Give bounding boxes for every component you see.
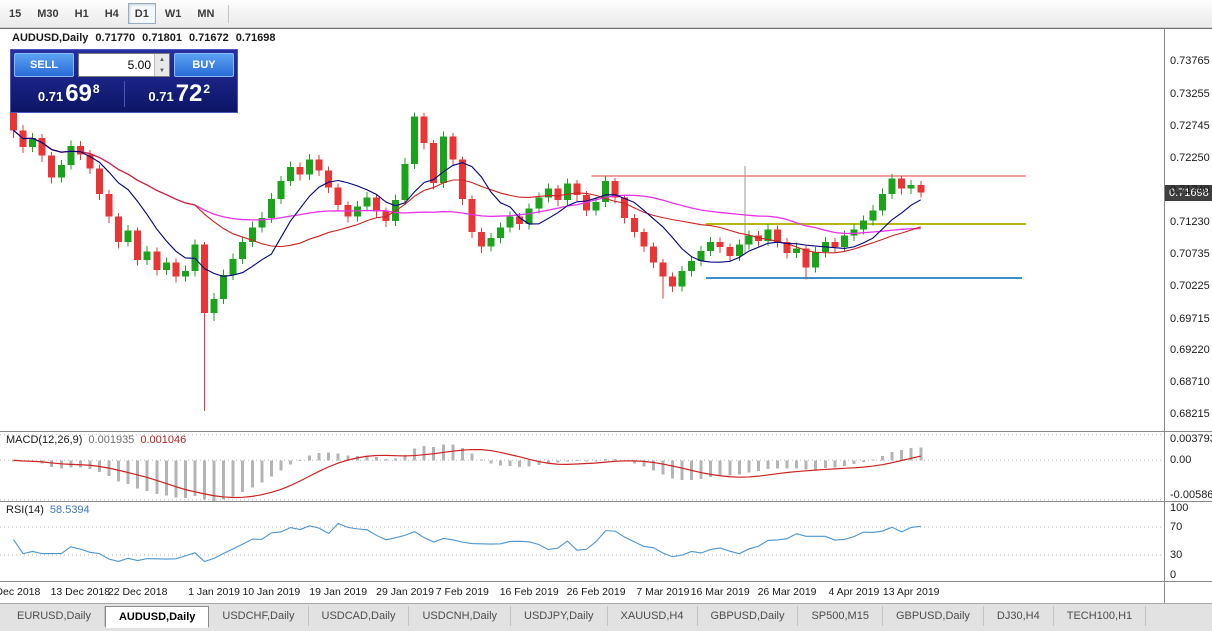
timeframe-button-h1[interactable]: H1 <box>68 3 96 24</box>
macd-canvas[interactable] <box>0 432 1164 502</box>
chart-tab-dj30-h4[interactable]: DJ30,H4 <box>984 606 1054 626</box>
price-axis-tick: 0.70735 <box>1170 247 1210 260</box>
price-axis-tick: 0.73765 <box>1170 55 1210 68</box>
ohlc-low: 0.71672 <box>188 32 229 44</box>
price-scale-separator <box>1164 28 1165 603</box>
rsi-axis-tick: 100 <box>1170 502 1189 514</box>
chart-tabbar: EURUSD,Daily AUDUSD,Daily USDCHF,Daily USDC… <box>0 603 1212 631</box>
chart-tab-audusd-daily[interactable]: AUDUSD,Daily <box>104 606 210 628</box>
rsi-panel: RSI(14) 58.5394 100 70 30 0 <box>0 501 1212 581</box>
timeframe-button-m30[interactable]: M30 <box>30 3 65 24</box>
price-axis-tick: 0.72250 <box>1170 151 1210 164</box>
ohlc-high: 0.71801 <box>142 32 182 44</box>
timeframe-button-mn[interactable]: MN <box>190 3 221 24</box>
chart-tab-xauusd-h4[interactable]: XAUUSD,H4 <box>608 606 698 626</box>
trade-panel-divider <box>123 80 125 107</box>
chart-tab-eurusd-daily[interactable]: EURUSD,Daily <box>4 606 105 626</box>
date-axis-tick: 13 Apr 2019 <box>882 586 940 598</box>
macd-name: MACD(12,26,9) <box>6 434 83 446</box>
timeframe-button-15[interactable]: 15 <box>2 3 28 24</box>
price-axis-tick: 0.69715 <box>1170 312 1210 325</box>
chart-tab-usdchf-daily[interactable]: USDCHF,Daily <box>209 606 309 626</box>
timeframe-button-h4[interactable]: H4 <box>98 3 126 24</box>
macd-label: MACD(12,26,9) 0.001935 0.001046 <box>6 434 186 446</box>
chart-tab-sp500-m15[interactable]: SP500,M15 <box>798 606 883 626</box>
date-axis-tick: 10 Jan 2019 <box>242 586 301 598</box>
date-axis-tick: 22 Dec 2018 <box>107 586 168 598</box>
rsi-axis-tick: 70 <box>1170 521 1183 533</box>
rsi-value: 58.5394 <box>49 504 90 516</box>
one-click-trading-panel: SELL 5.00 ▲ ▼ BUY 0.71 69 8 <box>10 49 238 113</box>
toolbar-separator <box>228 4 230 23</box>
date-axis-tick: 26 Feb 2019 <box>566 586 626 598</box>
date-axis-tick: 1 Jan 2019 <box>188 586 241 598</box>
macd-panel: MACD(12,26,9) 0.001935 0.001046 0.003793 0.… <box>0 431 1212 501</box>
volume-increase-button[interactable]: ▲ <box>155 54 169 65</box>
rsi-axis-tick: 30 <box>1170 549 1183 561</box>
volume-control: 5.00 ▲ ▼ <box>78 53 170 77</box>
timeframe-button-d1[interactable]: D1 <box>127 3 156 24</box>
timeframe-toolbar: 15 M30 H1 H4 D1 W1 MN <box>0 0 1212 28</box>
date-axis-tick: 13 Dec 2018 <box>50 586 111 598</box>
date-axis-tick: 7 Mar 2019 <box>636 586 690 598</box>
macd-axis-tick: 0.003793 <box>1170 433 1212 445</box>
chart-tab-usdjpy-daily[interactable]: USDJPY,Daily <box>511 606 608 626</box>
date-axis-tick: 16 Feb 2019 <box>499 586 559 598</box>
chart-tab-tech100-h1[interactable]: TECH100,H1 <box>1054 606 1147 626</box>
current-price-badge: 0.71698 <box>1165 184 1212 201</box>
volume-decrease-button[interactable]: ▼ <box>155 65 169 76</box>
buy-price-sup: 2 <box>203 81 211 96</box>
date-axis-tick: 7 Feb 2019 <box>435 586 489 598</box>
price-axis-tick: 0.69220 <box>1170 343 1210 356</box>
chart-tab-usdcnh-daily[interactable]: USDCNH,Daily <box>409 606 512 626</box>
rsi-canvas[interactable] <box>0 502 1164 582</box>
price-axis-tick: 0.72745 <box>1170 120 1210 133</box>
chart-tab-usdcad-daily[interactable]: USDCAD,Daily <box>309 606 410 626</box>
price-axis-tick: 0.71230 <box>1170 216 1210 229</box>
chart-tab-gbpusd-daily[interactable]: GBPUSD,Daily <box>698 606 799 626</box>
buy-button[interactable]: BUY <box>174 53 234 77</box>
sell-price-sup: 8 <box>92 81 100 96</box>
price-axis-tick: 0.73255 <box>1170 87 1210 100</box>
date-axis-tick: 16 Mar 2019 <box>690 586 750 598</box>
volume-input[interactable]: 5.00 <box>127 58 151 72</box>
rsi-name: RSI(14) <box>6 504 44 516</box>
price-chart-panel: AUDUSD,Daily 0.71770 0.71801 0.71672 0.71698… <box>0 28 1212 431</box>
ohlc-open: 0.71770 <box>95 32 136 44</box>
buy-price-small: 0.71 <box>148 88 174 104</box>
price-axis-tick: 0.68710 <box>1170 376 1210 389</box>
timeframe-button-w1[interactable]: W1 <box>158 3 189 24</box>
chart-tab-gbpusd-daily[interactable]: GBPUSD,Daily <box>883 606 984 626</box>
sell-button[interactable]: SELL <box>14 53 74 77</box>
ohlc-close: 0.71698 <box>235 32 276 44</box>
buy-price-big: 72 <box>175 79 203 107</box>
price-axis-tick: 0.68215 <box>1170 407 1210 420</box>
sell-price-display: 0.71 69 8 <box>14 79 124 107</box>
price-axis-tick: 0.70225 <box>1170 280 1210 293</box>
chart-title: AUDUSD,Daily 0.71770 0.71801 0.71672 0.71698 <box>12 32 282 44</box>
date-axis-tick: 4 Dec 2018 <box>0 586 41 598</box>
date-axis-tick: 4 Apr 2019 <box>828 586 880 598</box>
macd-value-main: 0.001935 <box>88 434 135 446</box>
price-chart-canvas[interactable] <box>0 29 1164 432</box>
sell-price-big: 69 <box>65 79 92 107</box>
date-axis-tick: 29 Jan 2019 <box>376 586 434 598</box>
macd-axis-tick: -0.005864 <box>1170 489 1212 501</box>
macd-axis-tick: 0.00 <box>1170 454 1192 467</box>
date-axis-tick: 19 Jan 2019 <box>309 586 368 598</box>
macd-value-signal: 0.001046 <box>140 434 187 446</box>
buy-price-display: 0.71 72 2 <box>125 79 235 107</box>
chart-symbol: AUDUSD,Daily <box>12 32 89 44</box>
sell-price-small: 0.71 <box>37 88 64 104</box>
rsi-label: RSI(14) 58.5394 <box>6 504 90 516</box>
date-axis-tick: 26 Mar 2019 <box>757 586 817 598</box>
price-axis-tick: 0.71740 <box>1170 183 1210 196</box>
rsi-axis-tick: 0 <box>1170 569 1177 581</box>
